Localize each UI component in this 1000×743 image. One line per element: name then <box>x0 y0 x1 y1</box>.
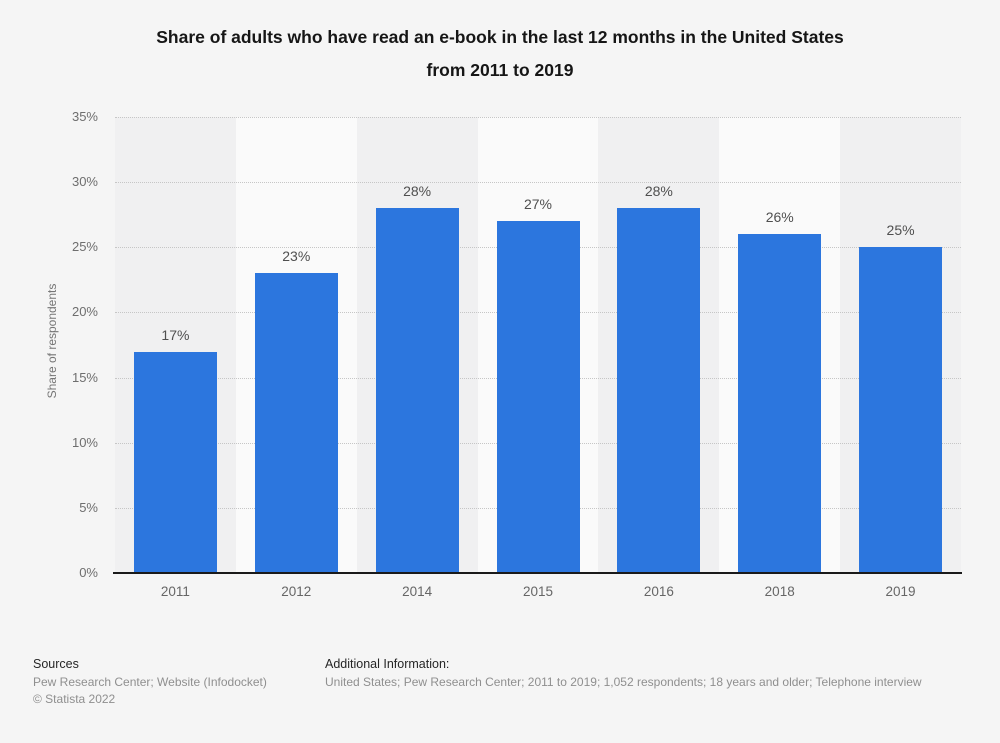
additional-info-text: United States; Pew Research Center; 2011… <box>325 675 922 689</box>
bar-value-label: 17% <box>161 326 190 343</box>
bar <box>133 351 217 573</box>
y-axis-tick-label: 15% <box>71 369 98 385</box>
y-axis-tick-label: 30% <box>71 174 98 190</box>
x-axis-tick-label: 2011 <box>160 584 190 599</box>
x-axis-tick-label: 2012 <box>281 584 312 599</box>
sources-text: Pew Research Center; Website (Infodocket… <box>33 675 267 689</box>
bar-value-label: 26% <box>765 209 794 226</box>
bar-value-label: 23% <box>282 248 311 265</box>
bar-value-label: 25% <box>886 222 915 239</box>
gridline <box>115 117 961 118</box>
bar <box>496 221 580 573</box>
y-axis-tick-label: 20% <box>71 304 98 320</box>
bar-value-label: 28% <box>403 183 432 200</box>
x-axis-line <box>113 572 962 574</box>
x-axis-tick-label: 2015 <box>522 584 553 599</box>
y-axis-tick-label: 35% <box>71 109 98 124</box>
bar <box>738 234 822 573</box>
x-axis-tick-label: 2014 <box>402 584 433 599</box>
x-axis-tick-label: 2018 <box>764 584 795 599</box>
bar-value-label: 27% <box>523 196 552 213</box>
x-axis-tick-label: 2019 <box>885 584 916 599</box>
sources-label: Sources <box>33 657 79 671</box>
copyright-text: © Statista 2022 <box>33 691 116 706</box>
y-axis-tick-label: 10% <box>71 434 98 450</box>
sources-block: Sources Pew Research Center; Website (In… <box>33 656 267 707</box>
chart-title-line2: from 2011 to 2019 <box>426 60 574 80</box>
bar <box>859 247 943 573</box>
additional-info-label: Additional Information: <box>325 657 450 671</box>
bar <box>375 208 459 573</box>
bar <box>617 208 701 573</box>
y-axis-tick-label: 25% <box>71 239 98 255</box>
gridline <box>115 182 961 184</box>
chart-title-line1: Share of adults who have read an e-book … <box>156 27 844 47</box>
bar <box>254 273 338 573</box>
bar-value-label: 28% <box>644 183 673 200</box>
x-axis-tick-label: 2016 <box>643 584 674 599</box>
chart-title: Share of adults who have read an e-book … <box>0 21 1000 87</box>
y-axis-tick-label: 0% <box>79 565 98 580</box>
y-axis-tick-label: 5% <box>79 499 98 515</box>
additional-info-block: Additional Information: United States; P… <box>325 656 922 691</box>
